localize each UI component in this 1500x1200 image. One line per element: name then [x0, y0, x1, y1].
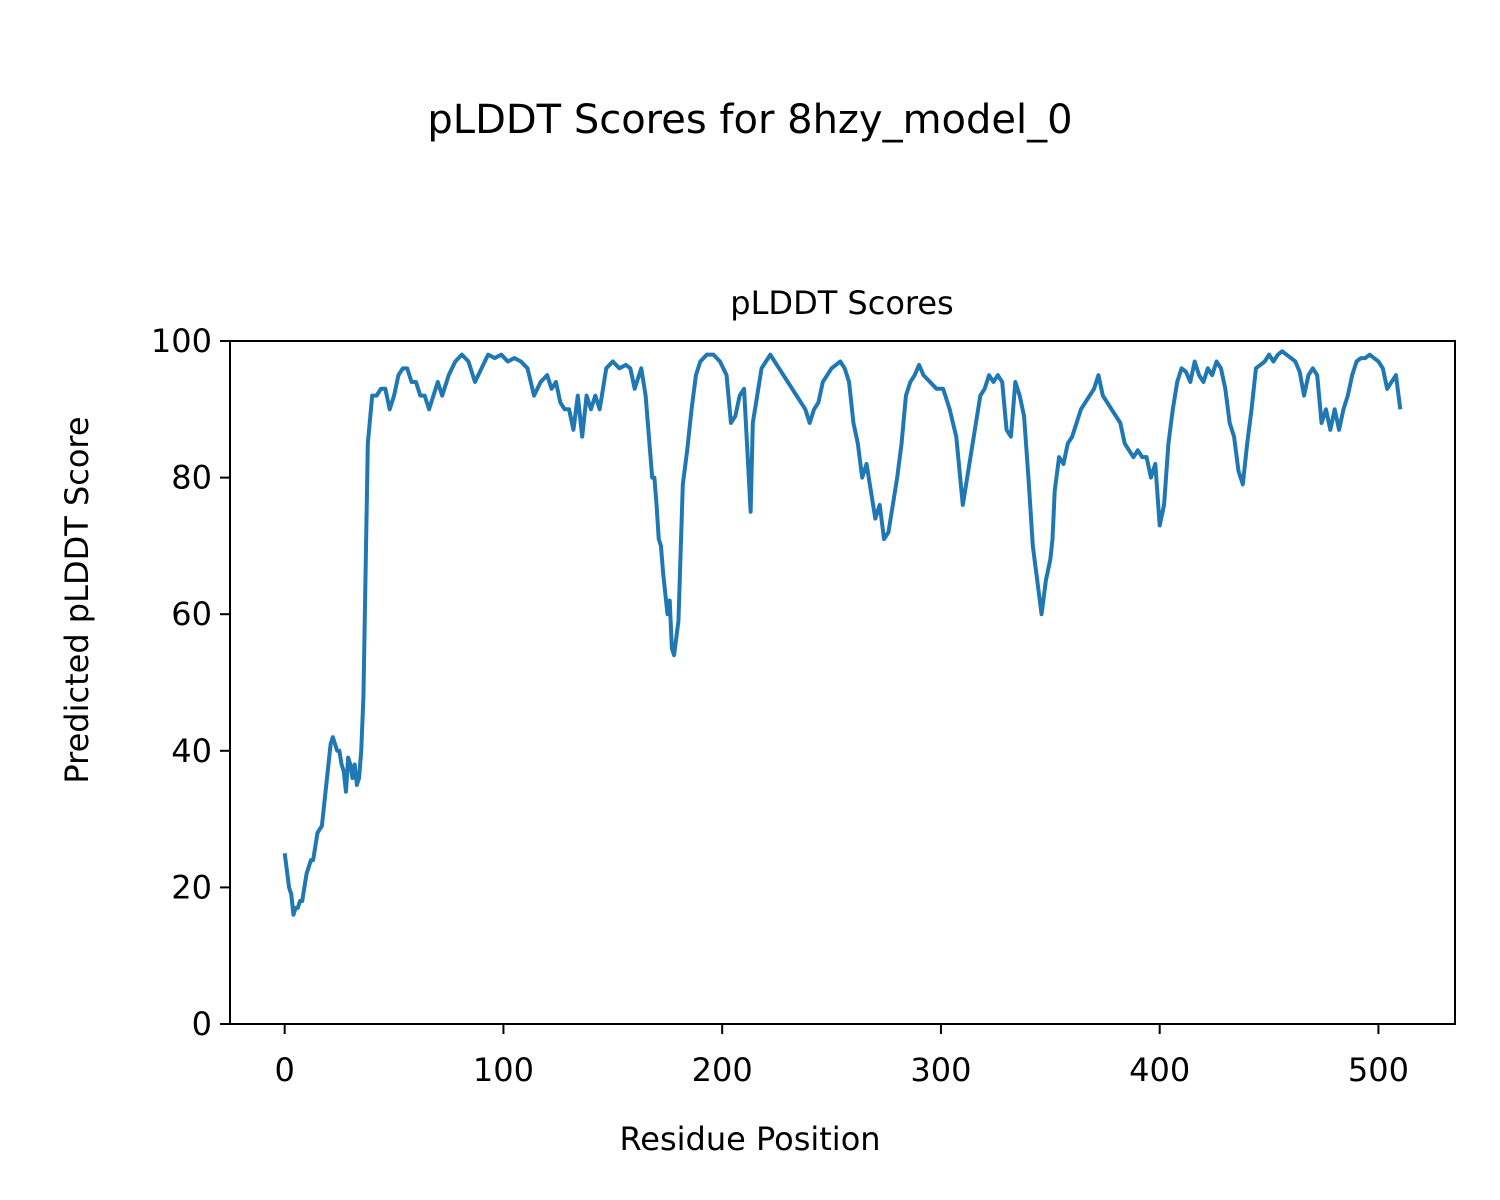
axes-title: pLDDT Scores — [730, 284, 953, 322]
y-tick-label: 0 — [192, 1005, 212, 1043]
x-tick-label: 300 — [910, 1051, 971, 1089]
x-axis-label: Residue Position — [619, 1120, 880, 1158]
figure-title: pLDDT Scores for 8hzy_model_0 — [427, 97, 1072, 143]
y-axis-ticks: 0 20 40 60 80 100 — [151, 322, 230, 1043]
y-tick-label: 20 — [171, 868, 212, 906]
axes-frame — [229, 340, 1456, 1025]
x-tick-label: 200 — [692, 1051, 753, 1089]
x-tick-label: 400 — [1129, 1051, 1190, 1089]
plddt-series-line — [282, 349, 1403, 917]
y-tick-label: 40 — [171, 732, 212, 770]
x-tick-label: 0 — [275, 1051, 295, 1089]
y-axis-label: Predicted pLDDT Score — [58, 416, 96, 783]
y-tick-label: 100 — [151, 322, 212, 360]
x-tick-label: 500 — [1348, 1051, 1409, 1089]
x-axis-ticks: 0 100 200 300 400 500 — [275, 1024, 1409, 1089]
x-tick-label: 100 — [473, 1051, 534, 1089]
y-tick-label: 60 — [171, 595, 212, 633]
y-tick-label: 80 — [171, 459, 212, 497]
